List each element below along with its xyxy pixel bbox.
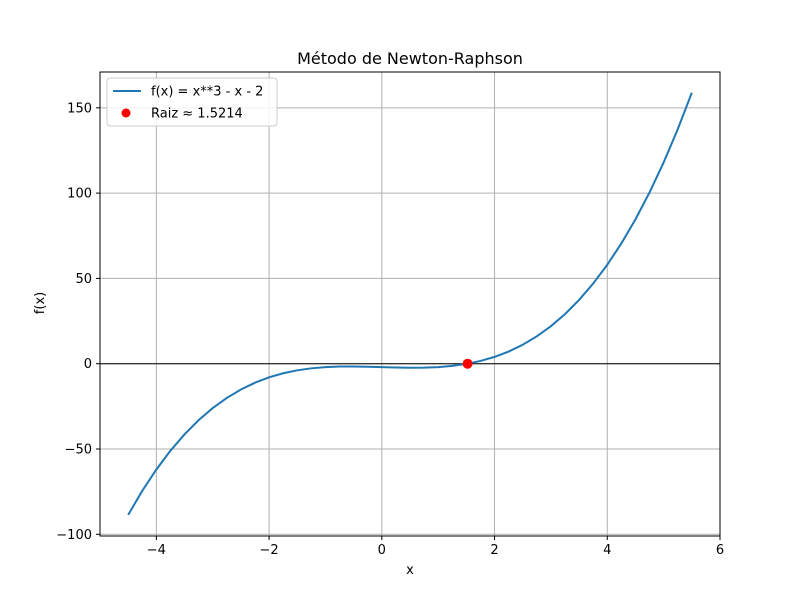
y-tick-label: 150: [67, 101, 92, 116]
legend-box: [106, 77, 278, 127]
y-axis-label: f(x): [33, 292, 48, 314]
legend-label-function: f(x) = x**3 - x - 2: [151, 85, 263, 100]
x-tick-label: 2: [490, 543, 498, 558]
axes-frame: [99, 71, 721, 537]
y-tick-label: −50: [65, 443, 92, 458]
x-tick-label: −4: [147, 543, 166, 558]
series-line-function: [127, 92, 693, 516]
x-axis-ticks: −4 −2 0 2 4 6: [147, 536, 724, 558]
x-tick-label: 4: [603, 543, 611, 558]
series-layer: [127, 92, 693, 516]
x-tick-label: 0: [378, 543, 386, 558]
y-tick-label: 50: [75, 272, 92, 287]
root-point: [462, 358, 473, 369]
x-axis-label: x: [406, 563, 414, 578]
grid: [100, 72, 721, 536]
legend-label-root: Raiz ≈ 1.5214: [151, 107, 243, 122]
y-tick-label: 0: [84, 357, 92, 372]
legend: f(x) = x**3 - x - 2 Raiz ≈ 1.5214: [106, 77, 278, 127]
x-tick-label: −2: [260, 543, 279, 558]
y-tick-label: −100: [56, 528, 92, 543]
x-tick-label: 6: [716, 543, 724, 558]
y-tick-label: 100: [67, 187, 92, 202]
legend-marker-root: [121, 108, 131, 118]
chart-title: Método de Newton-Raphson: [297, 49, 523, 68]
y-axis-ticks: −100 −50 0 50 100 150: [56, 101, 100, 543]
